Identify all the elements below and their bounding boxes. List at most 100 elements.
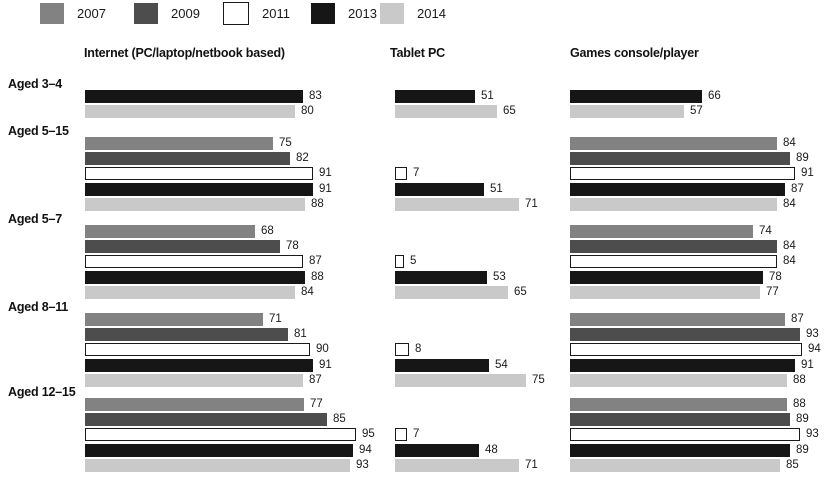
bar-internet-2014	[85, 374, 303, 387]
bar-value-label: 7	[413, 167, 420, 179]
legend-item-2014: 2014	[380, 2, 446, 24]
legend-swatch-2014	[380, 2, 404, 24]
bar-value-label: 57	[690, 105, 703, 117]
legend-swatch-2013	[311, 2, 335, 24]
bar-tablet-2014	[395, 374, 526, 387]
legend-swatch-2009	[134, 2, 158, 24]
bar-value-label: 77	[766, 286, 779, 298]
bar-games-2013	[570, 90, 702, 103]
bar-internet-2013	[85, 271, 305, 284]
bar-value-label: 89	[796, 444, 809, 456]
bar-value-label: 51	[481, 90, 494, 102]
bar-value-label: 65	[514, 286, 527, 298]
bar-value-label: 91	[319, 359, 332, 371]
bar-value-label: 71	[269, 313, 282, 325]
legend-label: 2009	[171, 5, 200, 21]
bar-tablet-2014	[395, 105, 497, 118]
column-header-internet: Internet (PC/laptop/netbook based)	[84, 46, 285, 60]
bar-games-2013	[570, 359, 795, 372]
bar-value-label: 48	[485, 444, 498, 456]
bar-games-2014	[570, 286, 760, 299]
bar-tablet-2013	[395, 271, 487, 284]
bar-value-label: 87	[791, 313, 804, 325]
bar-tablet-2011	[395, 167, 407, 180]
bar-value-label: 74	[759, 225, 772, 237]
bar-value-label: 91	[319, 183, 332, 195]
age-group-label: Aged 8–11	[8, 300, 69, 314]
bar-internet-2014	[85, 198, 305, 211]
legend-label: 2011	[262, 5, 290, 21]
bar-value-label: 90	[316, 343, 329, 355]
bar-value-label: 94	[808, 343, 821, 355]
legend-swatch-2007	[40, 2, 64, 24]
bar-value-label: 83	[309, 90, 322, 102]
legend-label: 2007	[77, 5, 106, 21]
bar-value-label: 71	[525, 459, 538, 471]
bar-internet-2009	[85, 152, 290, 165]
bar-value-label: 88	[793, 374, 806, 386]
bar-value-label: 87	[791, 183, 804, 195]
bar-internet-2007	[85, 225, 255, 238]
bar-games-2009	[570, 152, 790, 165]
bar-value-label: 89	[796, 152, 809, 164]
bar-value-label: 85	[786, 459, 799, 471]
bar-tablet-2011	[395, 428, 407, 441]
bar-games-2007	[570, 137, 777, 150]
bar-internet-2013	[85, 444, 353, 457]
bar-tablet-2013	[395, 90, 475, 103]
bar-value-label: 84	[783, 137, 796, 149]
bar-value-label: 91	[319, 167, 332, 179]
legend-item-2009: 2009	[134, 2, 200, 24]
bar-value-label: 82	[296, 152, 309, 164]
bar-internet-2009	[85, 413, 327, 426]
bar-games-2011	[570, 167, 795, 180]
bar-games-2014	[570, 198, 777, 211]
age-group-label: Aged 3–4	[8, 77, 62, 91]
bar-value-label: 5	[410, 255, 417, 267]
bar-tablet-2011	[395, 343, 409, 356]
legend-label: 2013	[348, 5, 377, 21]
legend-swatch-2011	[223, 1, 249, 25]
legend-label: 2014	[417, 5, 446, 21]
bar-internet-2009	[85, 240, 280, 253]
bar-games-2009	[570, 240, 777, 253]
bar-games-2007	[570, 398, 787, 411]
bar-internet-2013	[85, 183, 313, 196]
bar-value-label: 75	[532, 374, 545, 386]
bar-value-label: 81	[294, 328, 307, 340]
bar-value-label: 93	[806, 328, 819, 340]
bar-games-2014	[570, 459, 780, 472]
bar-internet-2009	[85, 328, 288, 341]
bar-tablet-2014	[395, 286, 508, 299]
age-group-label: Aged 12–15	[8, 385, 76, 399]
age-group-label: Aged 5–15	[8, 124, 69, 138]
bar-value-label: 71	[525, 198, 538, 210]
bar-value-label: 66	[708, 90, 721, 102]
bar-games-2013	[570, 271, 763, 284]
bar-value-label: 7	[413, 428, 420, 440]
bar-value-label: 88	[793, 398, 806, 410]
bar-value-label: 78	[286, 240, 299, 252]
bar-value-label: 93	[356, 459, 369, 471]
bar-internet-2011	[85, 167, 313, 180]
bar-internet-2014	[85, 105, 295, 118]
bar-value-label: 95	[362, 428, 375, 440]
bar-tablet-2014	[395, 198, 519, 211]
bar-value-label: 78	[769, 271, 782, 283]
bar-value-label: 91	[801, 167, 814, 179]
bar-value-label: 84	[783, 240, 796, 252]
column-header-games: Games console/player	[570, 46, 699, 60]
bar-internet-2007	[85, 313, 263, 326]
bar-value-label: 88	[311, 271, 324, 283]
bar-value-label: 65	[503, 105, 516, 117]
bar-games-2009	[570, 328, 800, 341]
bar-value-label: 75	[279, 137, 292, 149]
bar-tablet-2013	[395, 183, 484, 196]
bar-games-2013	[570, 444, 790, 457]
column-header-tablet: Tablet PC	[390, 46, 445, 60]
legend-item-2011: 2011	[223, 1, 290, 25]
bar-internet-2007	[85, 137, 273, 150]
bar-tablet-2011	[395, 255, 404, 268]
legend-item-2013: 2013	[311, 2, 377, 24]
